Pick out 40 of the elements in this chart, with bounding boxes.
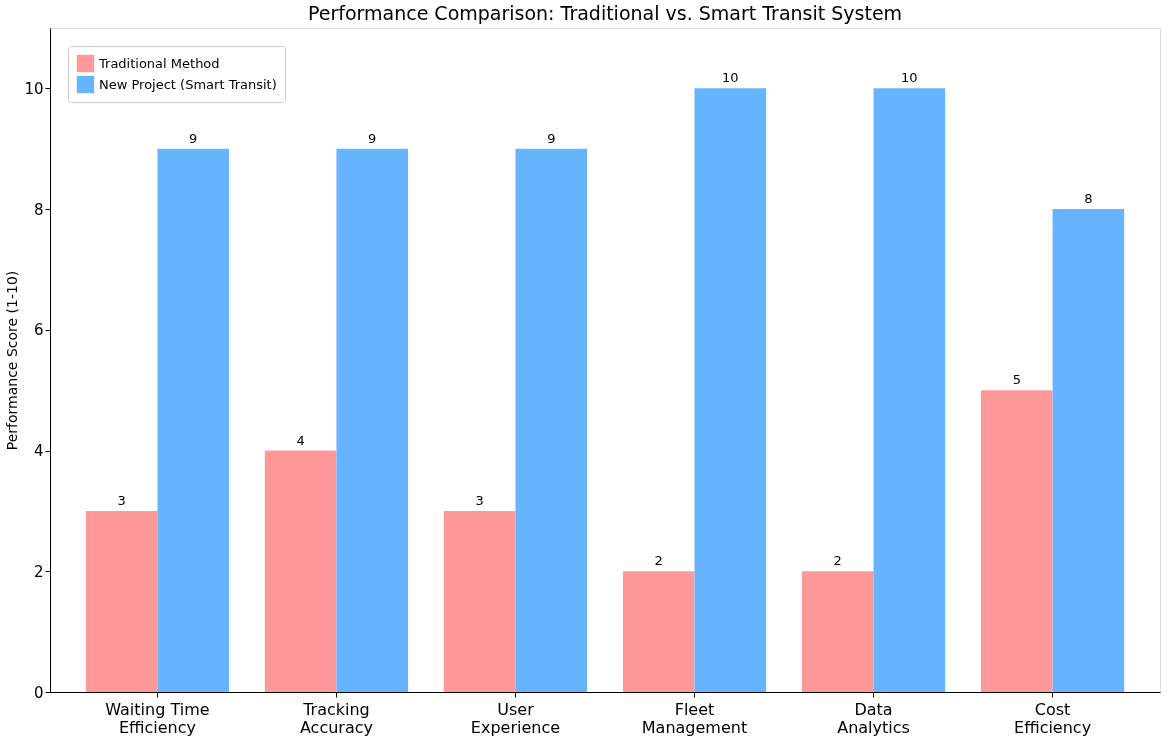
bar [694, 88, 767, 692]
bar [264, 450, 337, 692]
bar [157, 148, 230, 692]
bar [1052, 209, 1125, 692]
data-label: 2 [833, 553, 842, 569]
y-tick-label: 0 [33, 683, 44, 702]
bar [980, 390, 1053, 692]
data-label: 5 [1012, 372, 1021, 388]
bar [515, 148, 588, 692]
bar [622, 571, 695, 692]
x-tick-label: Fleet Management [641, 699, 748, 737]
x-tick-label: Waiting Time Efficiency [105, 699, 210, 737]
y-tick-label: 4 [33, 442, 44, 461]
data-label: 10 [722, 70, 739, 86]
bar [873, 88, 946, 692]
bar [443, 510, 516, 692]
data-label: 9 [547, 130, 556, 146]
bar [336, 148, 409, 692]
y-tick-label: 2 [33, 562, 44, 581]
data-label: 10 [901, 70, 918, 86]
x-tick-label: Data Analytics [837, 699, 910, 737]
data-label: 3 [117, 492, 126, 508]
y-tick-label: 10 [24, 79, 44, 98]
bar [801, 571, 874, 692]
data-label: 2 [654, 553, 663, 569]
data-label: 8 [1084, 191, 1093, 207]
x-tick-label: User Experience [470, 699, 561, 737]
bar [85, 510, 158, 692]
legend-label: New Project (Smart Transit) [99, 76, 277, 92]
y-tick-label: 8 [33, 200, 44, 219]
data-label: 9 [189, 130, 198, 146]
data-label: 4 [296, 432, 305, 448]
x-tick-label: Cost Efficiency [1014, 699, 1092, 737]
data-label: 3 [475, 492, 484, 508]
data-label: 9 [368, 130, 377, 146]
legend-label: Traditional Method [98, 55, 220, 71]
y-tick-label: 6 [33, 321, 44, 340]
x-tick-label: Tracking Accuracy [299, 699, 373, 737]
chart-title: Performance Comparison: Traditional vs. Smart Transit System [307, 2, 903, 24]
y-axis-title: Performance Score (1-10) [4, 270, 21, 451]
